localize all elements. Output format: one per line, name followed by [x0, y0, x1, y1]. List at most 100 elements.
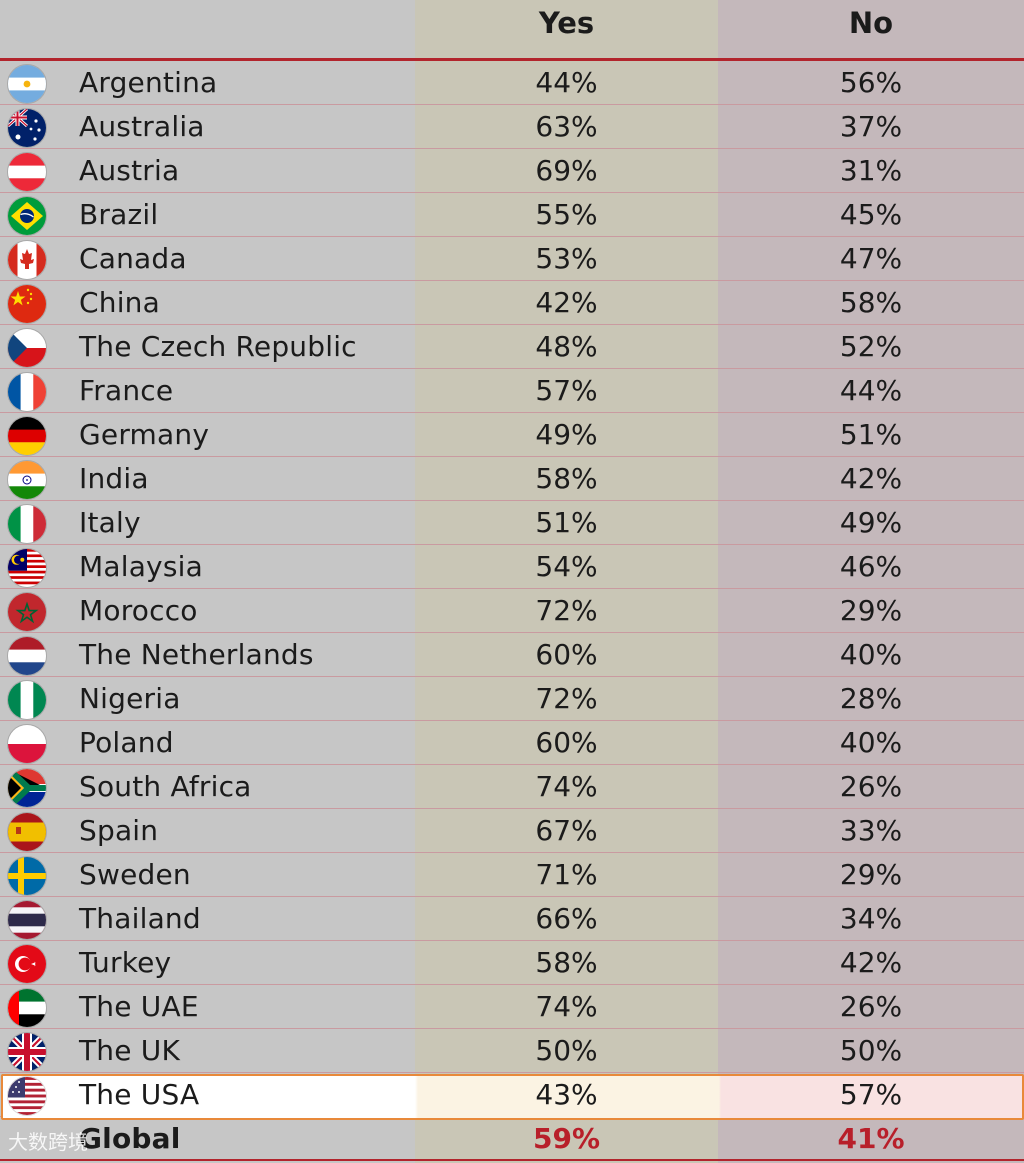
no-value: 50%	[839, 1034, 903, 1067]
uae-flag-icon	[7, 988, 47, 1028]
no-value: 47%	[839, 242, 903, 275]
country-label: Global	[79, 1122, 181, 1155]
country-label: The UK	[79, 1034, 181, 1067]
yes-value: 63%	[535, 110, 598, 143]
morocco-flag-icon	[7, 592, 47, 632]
country-label: The UAE	[79, 990, 199, 1023]
czech-flag-icon	[7, 328, 47, 368]
country-label: Canada	[79, 242, 187, 275]
no-value: 40%	[839, 726, 903, 759]
country-label: France	[79, 374, 174, 407]
country-label: Morocco	[79, 594, 198, 627]
no-value: 51%	[839, 418, 903, 451]
yes-value: 49%	[535, 418, 598, 451]
table-row: Austria 69% 31%	[0, 149, 1024, 193]
country-label: Argentina	[79, 66, 218, 99]
country-label: Nigeria	[79, 682, 181, 715]
country-label: Italy	[79, 506, 141, 539]
table-row: The UAE 74% 26%	[0, 985, 1024, 1029]
table-row: Brazil 55% 45%	[0, 193, 1024, 237]
no-value: 33%	[839, 814, 903, 847]
table-row: South Africa 74% 26%	[0, 765, 1024, 809]
no-value: 49%	[839, 506, 903, 539]
table-row: Turkey 58% 42%	[0, 941, 1024, 985]
no-value: 34%	[839, 902, 903, 935]
country-label: Thailand	[79, 902, 201, 935]
no-column-header: No	[848, 6, 894, 40]
country-label: Sweden	[79, 858, 191, 891]
yes-value: 58%	[535, 462, 598, 495]
table-row: Australia 63% 37%	[0, 105, 1024, 149]
country-label: The Netherlands	[79, 638, 314, 671]
no-value: 26%	[839, 990, 903, 1023]
yes-value: 57%	[535, 374, 598, 407]
yes-value: 69%	[535, 154, 598, 187]
china-flag-icon	[7, 284, 47, 324]
yes-value: 74%	[535, 770, 598, 803]
table-row: Canada 53% 47%	[0, 237, 1024, 281]
no-column-background	[718, 0, 1024, 1163]
country-label: Austria	[79, 154, 180, 187]
country-label: Brazil	[79, 198, 159, 231]
yes-value: 66%	[535, 902, 598, 935]
india-flag-icon	[7, 460, 47, 500]
yes-value: 53%	[535, 242, 598, 275]
yes-value: 58%	[535, 946, 598, 979]
poland-flag-icon	[7, 724, 47, 764]
france-flag-icon	[7, 372, 47, 412]
yes-value: 67%	[535, 814, 598, 847]
country-label: Germany	[79, 418, 210, 451]
table-row: The UK 50% 50%	[0, 1029, 1024, 1073]
country-label: Spain	[79, 814, 159, 847]
uk-flag-icon	[7, 1032, 47, 1072]
table-header: Yes No	[0, 0, 1024, 61]
yes-value: 74%	[535, 990, 598, 1023]
no-value: 28%	[839, 682, 903, 715]
no-value: 56%	[839, 66, 903, 99]
usa-flag-icon	[7, 1076, 47, 1116]
canada-flag-icon	[7, 240, 47, 280]
no-value: 29%	[839, 594, 903, 627]
country-label: Malaysia	[79, 550, 203, 583]
yes-value: 54%	[535, 550, 598, 583]
no-value: 29%	[839, 858, 903, 891]
yes-value: 42%	[535, 286, 598, 319]
south-africa-flag-icon	[7, 768, 47, 808]
no-value: 31%	[839, 154, 903, 187]
no-value: 42%	[839, 462, 903, 495]
country-label: Poland	[79, 726, 174, 759]
no-value: 44%	[839, 374, 903, 407]
table-row: Spain 67% 33%	[0, 809, 1024, 853]
yes-column-background	[415, 0, 718, 1163]
country-label: South Africa	[79, 770, 252, 803]
australia-flag-icon	[7, 108, 47, 148]
no-value: 42%	[839, 946, 903, 979]
table-row: Sweden 71% 29%	[0, 853, 1024, 897]
yes-value: 72%	[535, 682, 598, 715]
no-value: 57%	[839, 1078, 903, 1111]
netherlands-flag-icon	[7, 636, 47, 676]
country-label: The Czech Republic	[79, 330, 357, 363]
yes-value: 59%	[532, 1122, 601, 1155]
table-row: China 42% 58%	[0, 281, 1024, 325]
yes-value: 71%	[535, 858, 598, 891]
no-value: 52%	[839, 330, 903, 363]
table-row: Malaysia 54% 46%	[0, 545, 1024, 589]
yes-value: 60%	[535, 638, 598, 671]
argentina-flag-icon	[7, 64, 47, 104]
table-row: Morocco 72% 29%	[0, 589, 1024, 633]
global-row: Global 59% 41%	[0, 1117, 1024, 1161]
watermark: 大数跨境	[8, 1130, 88, 1154]
table-row-highlighted: The USA 43% 57%	[0, 1073, 1024, 1120]
turkey-flag-icon	[7, 944, 47, 984]
yes-value: 50%	[535, 1034, 598, 1067]
nigeria-flag-icon	[7, 680, 47, 720]
no-value: 45%	[839, 198, 903, 231]
country-label: India	[79, 462, 149, 495]
table-row: Thailand 66% 34%	[0, 897, 1024, 941]
table-row: Nigeria 72% 28%	[0, 677, 1024, 721]
yes-column-header: Yes	[538, 6, 595, 40]
no-value: 58%	[839, 286, 903, 319]
malaysia-flag-icon	[7, 548, 47, 588]
spain-flag-icon	[7, 812, 47, 852]
